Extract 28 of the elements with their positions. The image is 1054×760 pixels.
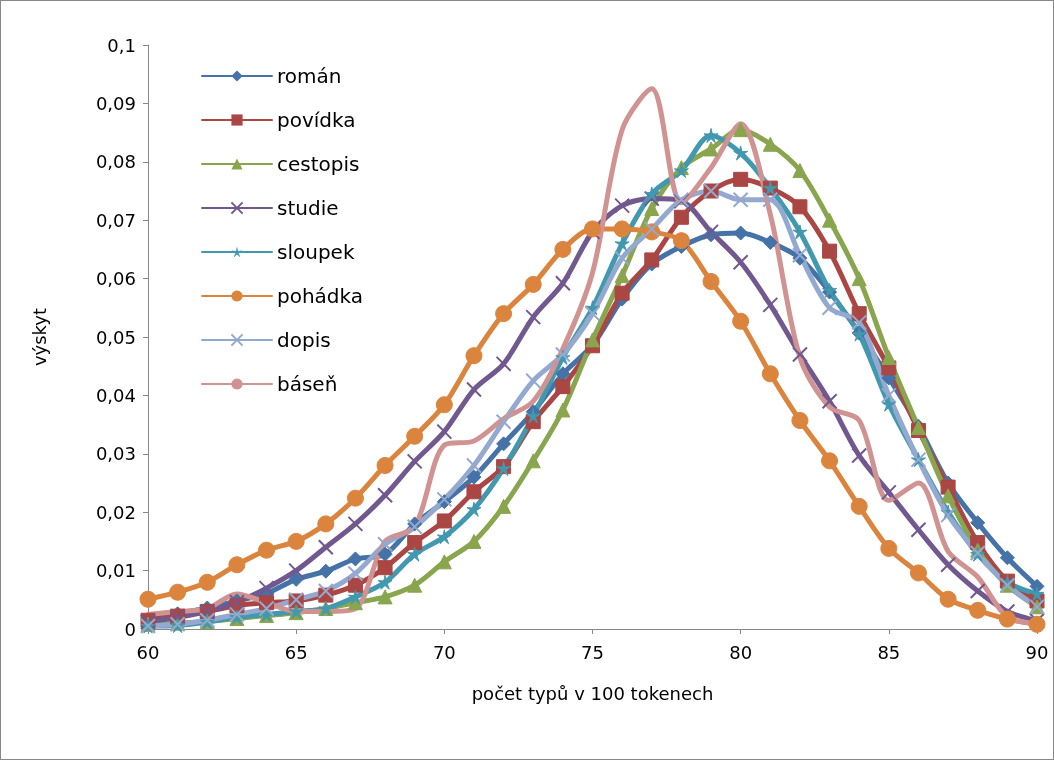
- x-tick-label: 65: [284, 641, 308, 663]
- y-tick-label: 0,02: [95, 501, 136, 523]
- legend-label: román: [277, 64, 342, 88]
- x-tick-label: 70: [432, 641, 456, 663]
- legend-label: studie: [277, 196, 339, 220]
- legend-label: báseň: [277, 372, 338, 396]
- y-tick-label: 0,08: [95, 151, 136, 173]
- x-tick-label: 80: [729, 641, 753, 663]
- x-tick-label: 60: [136, 641, 160, 663]
- y-tick-label: 0: [124, 618, 136, 640]
- legend-label: sloupek: [277, 240, 355, 264]
- x-axis-title: počet typů v 100 tokenech: [471, 682, 714, 704]
- y-tick-label: 0,06: [95, 268, 136, 290]
- x-tick-label: 85: [877, 641, 901, 663]
- y-tick-label: 0,04: [95, 384, 136, 406]
- y-tick-label: 0,03: [95, 443, 136, 465]
- y-tick-label: 0,09: [95, 92, 136, 114]
- legend-label: pohádka: [277, 284, 364, 308]
- y-tick-label: 0,01: [95, 560, 136, 582]
- legend-label: povídka: [277, 108, 356, 132]
- y-axis-title: výskyt: [28, 307, 50, 367]
- legend-label: dopis: [277, 328, 331, 352]
- legend-label: cestopis: [277, 152, 360, 176]
- x-tick-label: 75: [581, 641, 604, 663]
- y-tick-label: 0,1: [107, 34, 136, 56]
- y-tick-label: 0,07: [95, 209, 136, 231]
- x-tick-label: 90: [1025, 641, 1049, 663]
- y-tick-label: 0,05: [95, 326, 136, 348]
